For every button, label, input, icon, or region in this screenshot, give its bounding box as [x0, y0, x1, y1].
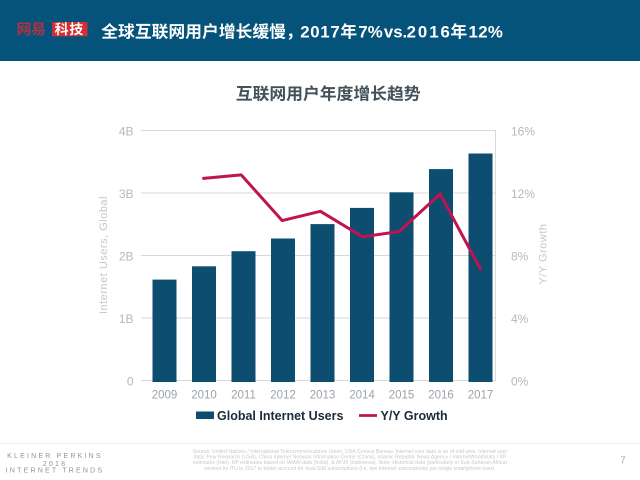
svg-text:2017: 2017 — [300, 23, 340, 42]
svg-text:estimates (Iran). KP estimates: estimates (Iran). KP estimates based on … — [193, 460, 507, 466]
svg-text:2011: 2011 — [231, 389, 256, 401]
svg-text:2018: 2018 — [43, 461, 67, 468]
svg-text:0: 0 — [127, 375, 134, 389]
svg-text:7%: 7% — [358, 23, 382, 42]
svg-text:1B: 1B — [119, 312, 134, 326]
svg-text:4%: 4% — [511, 312, 529, 326]
svg-text:2B: 2B — [119, 250, 134, 264]
svg-text:7: 7 — [620, 455, 625, 465]
svg-text:4B: 4B — [119, 125, 134, 139]
svg-text:2016: 2016 — [428, 389, 454, 401]
svg-text:2012: 2012 — [270, 389, 296, 401]
svg-text:2014: 2014 — [349, 389, 375, 401]
svg-text:2017: 2017 — [468, 389, 494, 401]
svg-text:2010: 2010 — [191, 389, 217, 401]
svg-text:INTERNET TRENDS: INTERNET TRENDS — [6, 468, 104, 475]
svg-text:8%: 8% — [511, 250, 529, 264]
svg-text:16%: 16% — [511, 125, 535, 139]
svg-text:3B: 3B — [119, 187, 134, 201]
svg-text:vs.: vs. — [384, 23, 407, 42]
svg-text:2016: 2016 — [407, 23, 450, 42]
svg-text:Internet Users, Global: Internet Users, Global — [98, 196, 110, 314]
svg-text:12%: 12% — [469, 23, 503, 42]
svg-text:Global Internet Users: Global Internet Users — [217, 409, 343, 423]
svg-text:revised by ITU in 2017 to bett: revised by ITU in 2017 to better account… — [204, 466, 495, 472]
svg-text:KLEINER PERKINS: KLEINER PERKINS — [7, 453, 103, 460]
svg-text:2013: 2013 — [310, 389, 336, 401]
svg-text:2015: 2015 — [389, 389, 415, 401]
svg-text:2009: 2009 — [152, 389, 178, 401]
svg-text:0%: 0% — [511, 375, 529, 389]
svg-text:Y/Y Growth: Y/Y Growth — [538, 223, 550, 284]
svg-text:Source: United Nations / Inter: Source: United Nations / International T… — [193, 449, 508, 455]
svg-text:Y/Y Growth: Y/Y Growth — [381, 409, 448, 423]
svg-text:12%: 12% — [511, 187, 535, 201]
svg-text:data: Pew Research (USA), Chin: data: Pew Research (USA), China Internet… — [193, 455, 507, 461]
